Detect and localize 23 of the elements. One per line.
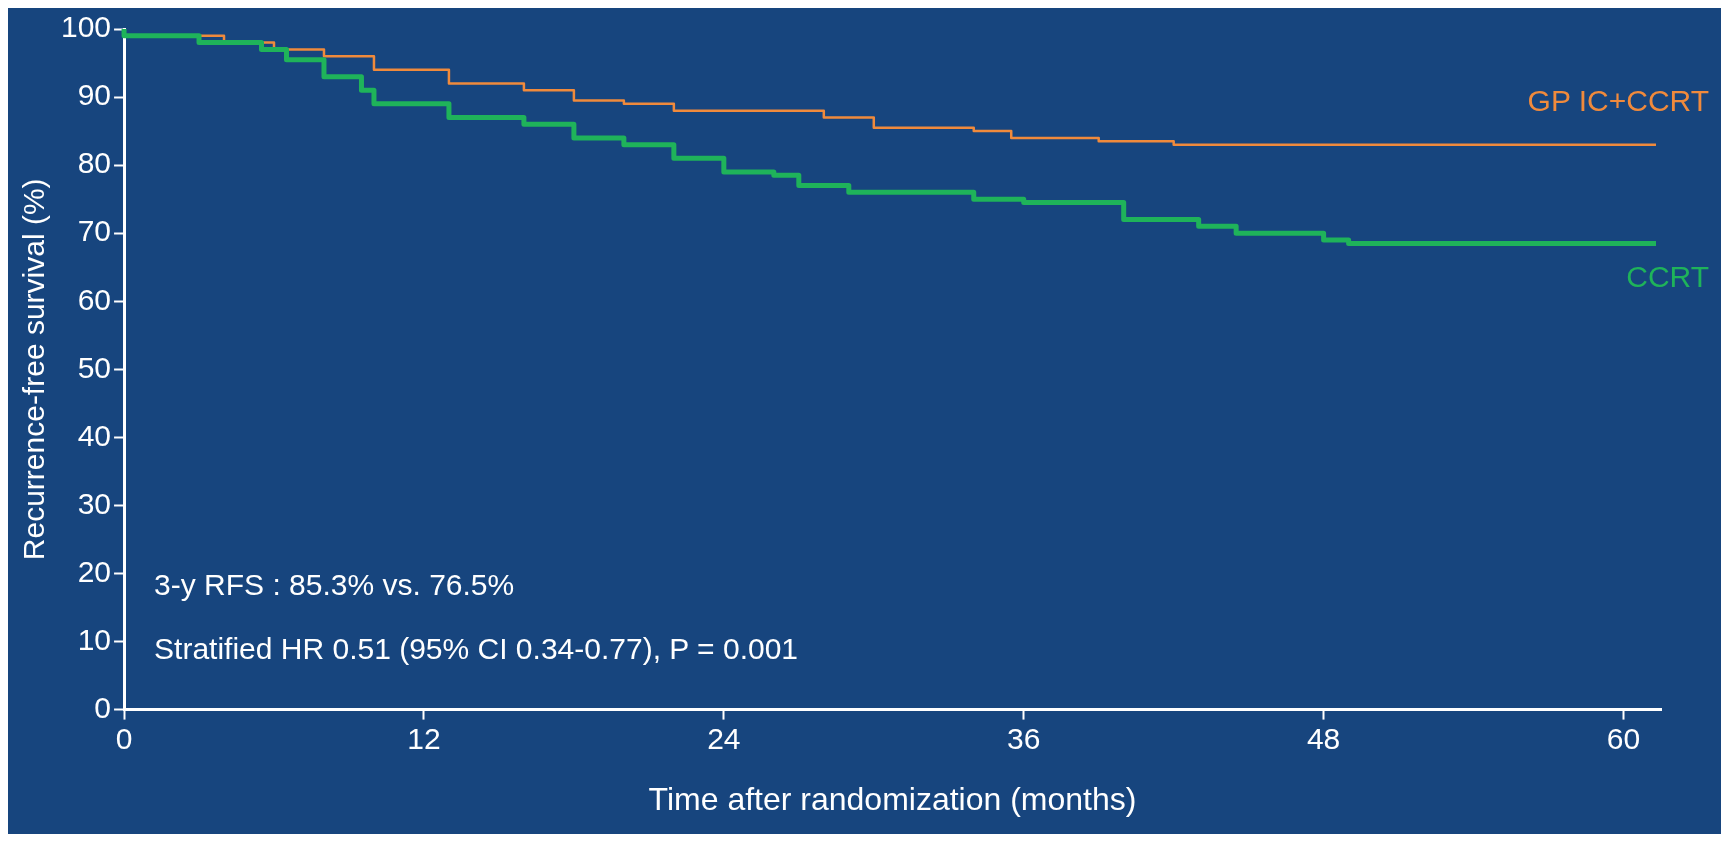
x-tick-label: 48 xyxy=(1306,721,1341,755)
x-tick-label: 0 xyxy=(115,721,133,755)
x-tick-label: 24 xyxy=(707,721,741,755)
y-axis-title: Recurrence-free survival (%) xyxy=(17,178,51,561)
series-label: CCRT xyxy=(1626,260,1709,294)
y-tick-label: 80 xyxy=(77,146,112,180)
y-tick-label: 100 xyxy=(60,10,112,44)
x-tick-label: 60 xyxy=(1606,721,1641,755)
x-tick-label: 12 xyxy=(407,721,441,755)
x-axis-title: Time after randomization (months) xyxy=(648,780,1137,817)
y-tick-label: 60 xyxy=(77,282,112,316)
y-tick-label: 20 xyxy=(77,554,112,588)
annotation: Stratified HR 0.51 (95% CI 0.34-0.77), P = 0.001 xyxy=(154,631,799,665)
y-tick-label: 10 xyxy=(77,622,112,656)
series-label: GP IC+CCRT xyxy=(1527,83,1709,117)
y-tick-label: 50 xyxy=(77,350,112,384)
y-tick-label: 90 xyxy=(77,78,112,112)
y-tick-label: 70 xyxy=(77,214,112,248)
y-tick-label: 40 xyxy=(77,418,112,452)
y-tick-label: 0 xyxy=(94,690,112,724)
x-tick-label: 36 xyxy=(1007,721,1041,755)
y-tick-label: 30 xyxy=(77,486,112,520)
annotation: 3-y RFS : 85.3% vs. 76.5% xyxy=(154,567,515,601)
